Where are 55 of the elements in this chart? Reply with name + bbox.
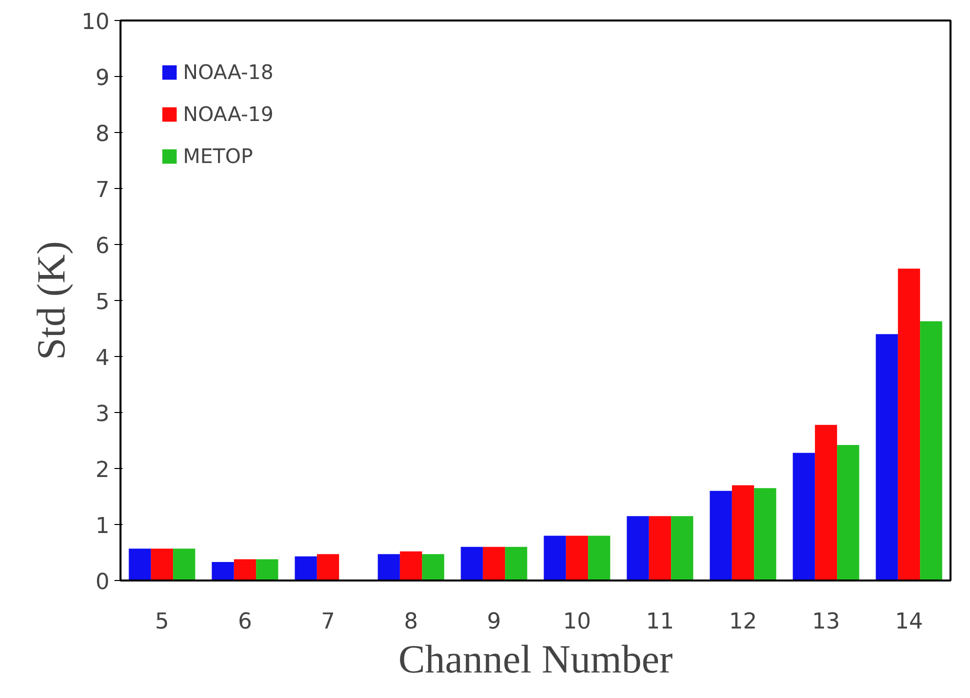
bar: [671, 516, 694, 580]
x-tick-label: 6: [238, 610, 252, 634]
bar: [814, 424, 838, 580]
y-axis-title: Std (K): [28, 241, 74, 360]
x-tick-label: 14: [895, 610, 924, 634]
y-tick-label: 7: [96, 178, 110, 203]
bar: [294, 556, 317, 580]
bar: [234, 559, 256, 580]
legend-label: METOP: [183, 144, 253, 168]
y-tick-label: 10: [82, 10, 110, 35]
x-tick-label: 12: [729, 610, 758, 634]
bar: [920, 321, 942, 580]
bar: [378, 554, 400, 580]
y-tick-label: 5: [96, 290, 110, 315]
bar: [710, 490, 732, 580]
bar: [256, 559, 278, 580]
bar: [544, 536, 566, 580]
bar: [422, 554, 444, 580]
bar: [566, 536, 588, 580]
y-tick-label: 6: [96, 234, 110, 259]
bar: [150, 548, 174, 580]
y-tick-label: 9: [96, 66, 110, 91]
bar: [648, 516, 672, 580]
y-tick-label: 2: [96, 458, 110, 483]
bar: [792, 452, 815, 580]
bar: [173, 548, 196, 580]
x-tick-label: 7: [321, 610, 335, 634]
bar: [460, 546, 483, 580]
x-tick-label: 13: [812, 610, 840, 634]
x-tick-label: 8: [404, 610, 418, 634]
bar: [505, 546, 528, 580]
x-tick-label: 11: [646, 610, 674, 634]
bar: [876, 334, 898, 580]
bar: [732, 485, 754, 580]
x-tick-label: 9: [487, 610, 501, 634]
y-tick-label: 3: [96, 402, 110, 427]
y-tick-label: 8: [96, 122, 110, 147]
y-tick-label: 4: [96, 346, 110, 371]
bar: [626, 516, 649, 580]
bar: [898, 268, 920, 580]
bar: [754, 488, 776, 580]
bar: [588, 536, 610, 580]
bar: [482, 546, 506, 580]
legend-label: NOAA-19: [183, 102, 274, 126]
bar: [400, 551, 422, 580]
y-tick-label: 1: [96, 514, 110, 539]
x-tick-label: 5: [155, 610, 169, 634]
x-axis-title: Channel Number: [398, 636, 673, 682]
x-tick-label: 10: [563, 610, 592, 634]
bar: [316, 554, 340, 580]
bar: [837, 444, 860, 580]
legend-label: NOAA-18: [183, 60, 274, 84]
y-tick-label: 0: [96, 570, 110, 595]
bar: [128, 548, 151, 580]
bar: [212, 562, 234, 580]
